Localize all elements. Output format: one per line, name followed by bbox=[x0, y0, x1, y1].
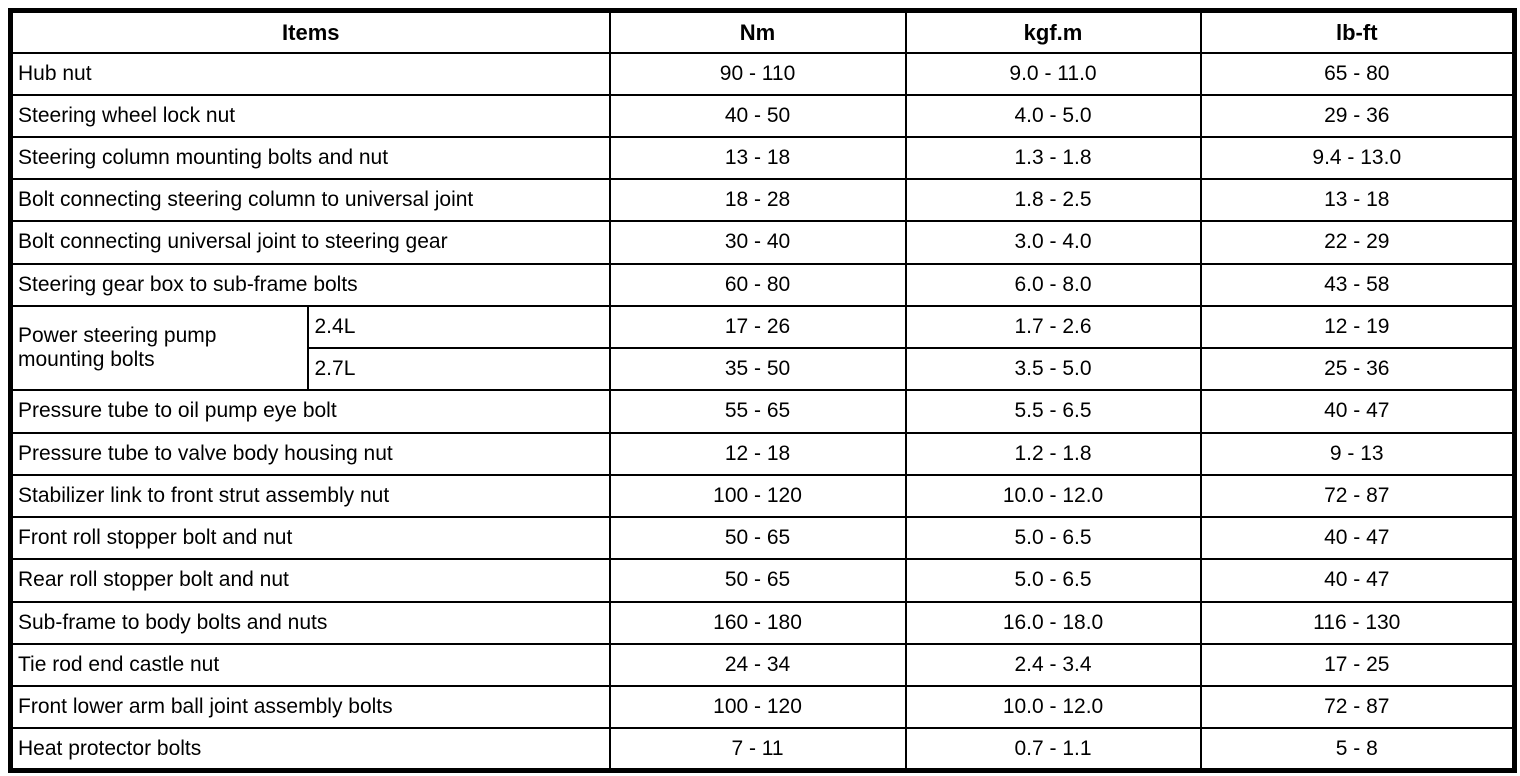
table-row: Front lower arm ball joint assembly bolt… bbox=[9, 685, 1516, 730]
nm-cell: 60 - 80 bbox=[608, 262, 907, 307]
variant-label-cell: 2.4L bbox=[306, 304, 611, 350]
lbft-cell: 12 - 19 bbox=[1199, 304, 1516, 350]
header-row: Items Nm kgf.m lb-ft bbox=[9, 9, 1516, 54]
lbft-cell: 13 - 18 bbox=[1199, 178, 1516, 223]
lbft-cell: 40 - 47 bbox=[1199, 516, 1516, 561]
lbft-cell: 29 - 36 bbox=[1199, 93, 1516, 138]
table-row: Bolt connecting universal joint to steer… bbox=[9, 220, 1516, 265]
table-row: Heat protector bolts 7 - 11 0.7 - 1.1 5 … bbox=[9, 727, 1516, 772]
lbft-cell: 40 - 47 bbox=[1199, 558, 1516, 603]
nm-cell: 18 - 28 bbox=[608, 178, 907, 223]
item-cell: Rear roll stopper bolt and nut bbox=[9, 558, 611, 603]
table-row: Pressure tube to oil pump eye bolt 55 - … bbox=[9, 389, 1516, 434]
nm-cell: 13 - 18 bbox=[608, 135, 907, 181]
item-cell: Heat protector bolts bbox=[9, 727, 611, 772]
nm-cell: 100 - 120 bbox=[608, 685, 907, 730]
nm-cell: 100 - 120 bbox=[608, 473, 907, 519]
item-cell: Sub-frame to body bolts and nuts bbox=[9, 600, 611, 645]
group-item-cell: Power steering pump mounting bolts bbox=[9, 304, 309, 392]
variant-label-cell: 2.7L bbox=[306, 347, 611, 392]
kgfm-cell: 5.5 - 6.5 bbox=[904, 389, 1202, 434]
lbft-cell: 9.4 - 13.0 bbox=[1199, 135, 1516, 181]
kgfm-cell: 0.7 - 1.1 bbox=[904, 727, 1202, 772]
table-row: Sub-frame to body bolts and nuts 160 - 1… bbox=[9, 600, 1516, 645]
kgfm-cell: 9.0 - 11.0 bbox=[904, 51, 1202, 96]
nm-cell: 55 - 65 bbox=[608, 389, 907, 434]
item-cell: Steering gear box to sub-frame bolts bbox=[9, 262, 611, 307]
kgfm-cell: 10.0 - 12.0 bbox=[904, 473, 1202, 519]
lbft-cell: 116 - 130 bbox=[1199, 600, 1516, 645]
table-row: Steering gear box to sub-frame bolts 60 … bbox=[9, 262, 1516, 307]
nm-cell: 90 - 110 bbox=[608, 51, 907, 96]
item-cell: Stabilizer link to front strut assembly … bbox=[9, 473, 611, 519]
table-row: Steering wheel lock nut 40 - 50 4.0 - 5.… bbox=[9, 93, 1516, 138]
kgfm-cell: 4.0 - 5.0 bbox=[904, 93, 1202, 138]
torque-spec-table: Items Nm kgf.m lb-ft Hub nut 90 - 110 9.… bbox=[8, 8, 1518, 773]
item-cell: Tie rod end castle nut bbox=[9, 642, 611, 688]
table-row: Bolt connecting steering column to unive… bbox=[9, 178, 1516, 223]
lbft-cell: 22 - 29 bbox=[1199, 220, 1516, 265]
column-header-nm: Nm bbox=[608, 9, 907, 54]
lbft-cell: 65 - 80 bbox=[1199, 51, 1516, 96]
table-row: Hub nut 90 - 110 9.0 - 11.0 65 - 80 bbox=[9, 51, 1516, 96]
kgfm-cell: 3.0 - 4.0 bbox=[904, 220, 1202, 265]
item-cell: Bolt connecting universal joint to steer… bbox=[9, 220, 611, 265]
item-cell: Front lower arm ball joint assembly bolt… bbox=[9, 685, 611, 730]
item-cell: Bolt connecting steering column to unive… bbox=[9, 178, 611, 223]
item-cell: Front roll stopper bolt and nut bbox=[9, 516, 611, 561]
lbft-cell: 9 - 13 bbox=[1199, 431, 1516, 476]
table-row: Pressure tube to valve body housing nut … bbox=[9, 431, 1516, 476]
column-header-items: Items bbox=[9, 9, 611, 54]
column-header-lbft: lb-ft bbox=[1199, 9, 1516, 54]
kgfm-cell: 16.0 - 18.0 bbox=[904, 600, 1202, 645]
nm-cell: 50 - 65 bbox=[608, 558, 907, 603]
lbft-cell: 17 - 25 bbox=[1199, 642, 1516, 688]
kgfm-cell: 10.0 - 12.0 bbox=[904, 685, 1202, 730]
kgfm-cell: 1.2 - 1.8 bbox=[904, 431, 1202, 476]
nm-cell: 17 - 26 bbox=[608, 304, 907, 350]
nm-cell: 50 - 65 bbox=[608, 516, 907, 561]
table-row-group-variant: 2.7L 35 - 50 3.5 - 5.0 25 - 36 bbox=[11, 347, 1516, 392]
item-cell: Pressure tube to oil pump eye bolt bbox=[9, 389, 611, 434]
kgfm-cell: 3.5 - 5.0 bbox=[904, 347, 1202, 392]
nm-cell: 160 - 180 bbox=[608, 600, 907, 645]
lbft-cell: 72 - 87 bbox=[1199, 473, 1516, 519]
table-row: Tie rod end castle nut 24 - 34 2.4 - 3.4… bbox=[9, 642, 1516, 688]
table-row-group-variant: Power steering pump mounting bolts 2.4L … bbox=[9, 304, 1516, 392]
column-header-kgfm: kgf.m bbox=[904, 9, 1202, 54]
nm-cell: 35 - 50 bbox=[608, 347, 907, 392]
kgfm-cell: 2.4 - 3.4 bbox=[904, 642, 1202, 688]
kgfm-cell: 1.7 - 2.6 bbox=[904, 304, 1202, 350]
nm-cell: 30 - 40 bbox=[608, 220, 907, 265]
item-cell: Pressure tube to valve body housing nut bbox=[9, 431, 611, 476]
lbft-cell: 72 - 87 bbox=[1199, 685, 1516, 730]
lbft-cell: 43 - 58 bbox=[1199, 262, 1516, 307]
table-row: Rear roll stopper bolt and nut 50 - 65 5… bbox=[9, 558, 1516, 603]
kgfm-cell: 1.3 - 1.8 bbox=[904, 135, 1202, 181]
nm-cell: 7 - 11 bbox=[608, 727, 907, 772]
kgfm-cell: 5.0 - 6.5 bbox=[904, 558, 1202, 603]
table-row: Front roll stopper bolt and nut 50 - 65 … bbox=[9, 516, 1516, 561]
nm-cell: 12 - 18 bbox=[608, 431, 907, 476]
nm-cell: 40 - 50 bbox=[608, 93, 907, 138]
table-row: Stabilizer link to front strut assembly … bbox=[9, 473, 1516, 519]
lbft-cell: 25 - 36 bbox=[1199, 347, 1516, 392]
lbft-cell: 40 - 47 bbox=[1199, 389, 1516, 434]
kgfm-cell: 1.8 - 2.5 bbox=[904, 178, 1202, 223]
item-cell: Steering column mounting bolts and nut bbox=[9, 135, 611, 181]
nm-cell: 24 - 34 bbox=[608, 642, 907, 688]
table-row: Steering column mounting bolts and nut 1… bbox=[9, 135, 1516, 181]
item-cell: Steering wheel lock nut bbox=[9, 93, 611, 138]
item-cell: Hub nut bbox=[9, 51, 611, 96]
kgfm-cell: 5.0 - 6.5 bbox=[904, 516, 1202, 561]
lbft-cell: 5 - 8 bbox=[1199, 727, 1516, 772]
kgfm-cell: 6.0 - 8.0 bbox=[904, 262, 1202, 307]
